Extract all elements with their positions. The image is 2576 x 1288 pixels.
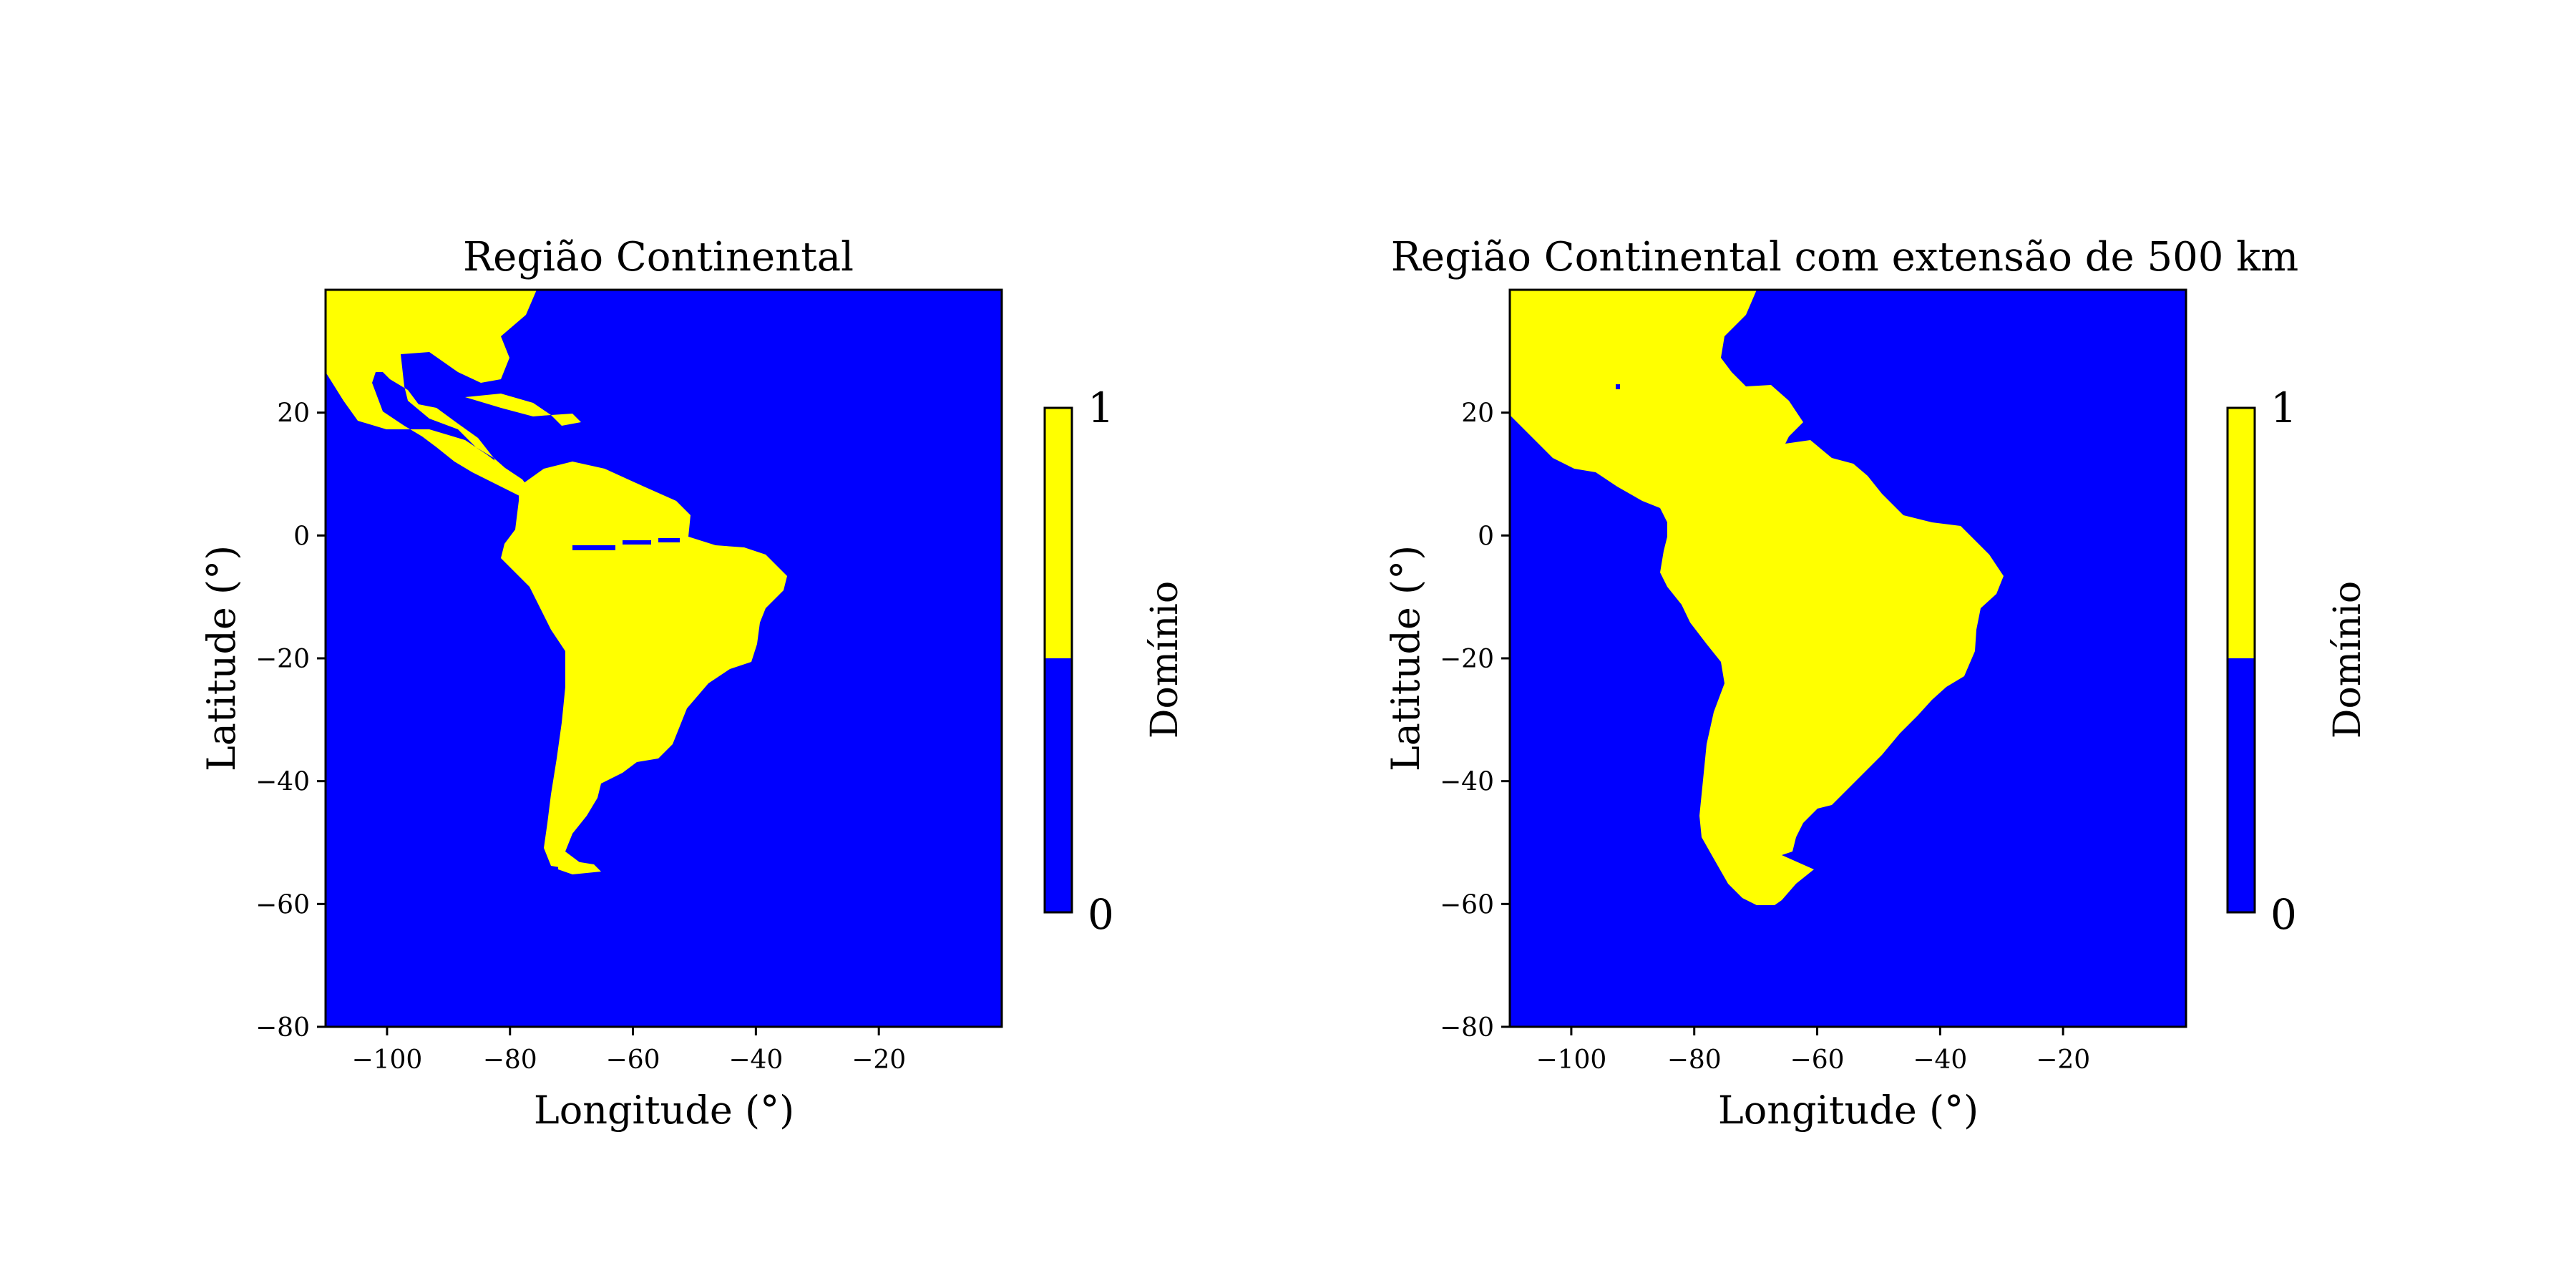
y-tick-label: −80 [255,1013,310,1043]
land-south-america [501,462,787,869]
colorbar-frame [2226,406,2256,914]
x-tick-label: −40 [1913,1045,1967,1075]
colorbar-label: Domínio [2326,581,2369,738]
x-axis-label: Longitude (°) [1718,1088,1979,1133]
x-axis-left: −100 −80 −60 −40 −20 [351,1027,906,1075]
colorbar-frame [1043,406,1073,914]
x-tick-label: −40 [728,1045,783,1075]
land-hispaniola [551,414,581,426]
x-tick-label: −20 [2036,1045,2090,1075]
x-tick-label: −60 [606,1045,660,1075]
y-tick-label: 0 [293,522,310,551]
y-tick-label: −20 [1440,645,1494,674]
map-land [326,290,787,874]
land-north-america [326,290,537,501]
colorbar-tick-top: 1 [2270,384,2297,432]
colorbar-segment-0 [1045,658,1072,912]
y-axis-left: 20 0 −20 −40 −60 −80 [255,399,326,1043]
y-tick-label: −80 [1440,1013,1494,1043]
colorbar-segment-0 [2228,658,2255,912]
colorbar-label: Domínio [1143,581,1186,738]
y-tick-label: −40 [255,768,310,797]
x-axis-right: −100 −80 −60 −40 −20 [1536,1027,2090,1075]
panel-right: Região Continental com extensão de 500 k… [1383,234,2369,1133]
map-small-gap [1616,384,1620,389]
colorbar-left: 1 0 Domínio [1043,384,1186,939]
colorbar-tick-bottom: 0 [2270,890,2297,939]
map-land [1510,290,2004,905]
x-tick-label: −80 [483,1045,537,1075]
y-tick-label: −60 [1440,890,1494,919]
y-tick-label: 0 [1478,522,1494,551]
chart-title: Região Continental [463,234,854,280]
colorbar-segment-1 [1045,408,1072,658]
land-cuba [465,394,551,416]
x-tick-label: −20 [852,1045,906,1075]
colorbar-tick-bottom: 0 [1088,890,1114,939]
y-axis-right: 20 0 −20 −40 −60 −80 [1440,399,1510,1043]
colorbar-tick-top: 1 [1088,384,1114,432]
map-rivers [572,538,680,550]
y-tick-label: −20 [255,645,310,674]
x-tick-label: −100 [351,1045,422,1075]
land-extended-continent [1510,290,2004,905]
panel-left: Região Continental 200−20−40−60−80 −100−… [199,234,1186,1133]
land-tierra-del-fuego [558,859,601,874]
x-tick-label: −80 [1667,1045,1722,1075]
x-axis-label: Longitude (°) [534,1088,794,1133]
chart-title: Região Continental com extensão de 500 k… [1391,234,2298,280]
y-axis-label: Latitude (°) [1383,545,1428,771]
colorbar-segment-1 [2228,408,2255,658]
y-axis-label: Latitude (°) [199,545,244,771]
x-tick-label: −60 [1790,1045,1845,1075]
y-tick-label: 20 [1461,399,1494,429]
y-tick-label: −40 [1440,768,1494,797]
y-tick-label: −60 [255,890,310,919]
x-tick-label: −100 [1536,1045,1606,1075]
colorbar-right: 1 0 Domínio [2226,384,2369,939]
y-tick-label: 20 [277,399,310,429]
